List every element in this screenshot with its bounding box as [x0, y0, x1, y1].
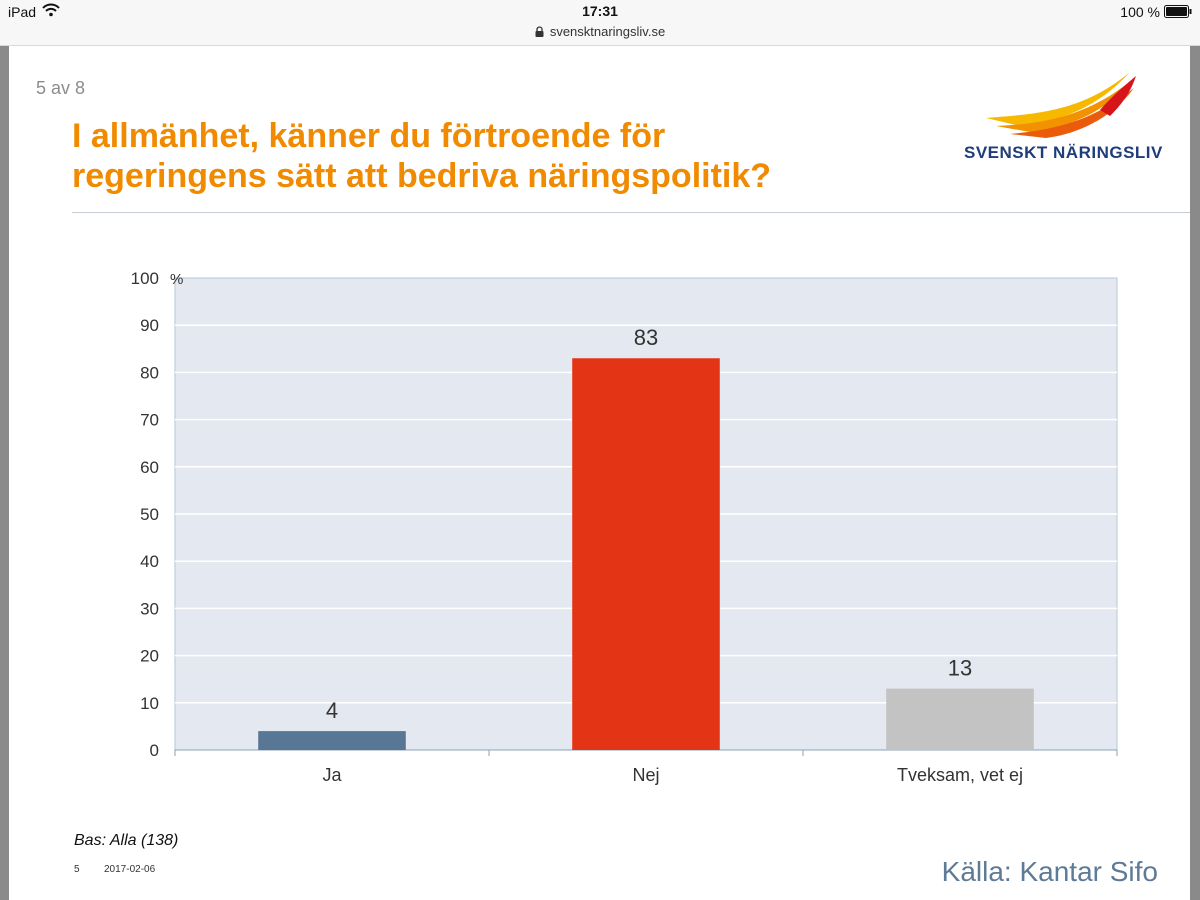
address-bar[interactable]: svensktnaringsliv.se — [0, 24, 1200, 40]
logo-text: SVENSKT NÄRINGSLIV — [964, 143, 1163, 162]
y-tick-label: 80 — [140, 363, 159, 382]
x-tick-label: Tveksam, vet ej — [897, 765, 1023, 785]
battery-icon — [1164, 5, 1192, 23]
battery-percentage: 100 % — [1120, 4, 1160, 20]
clock: 17:31 — [582, 3, 618, 19]
data-label: 83 — [634, 325, 658, 350]
slide-number: 5 — [74, 864, 80, 875]
x-tick-label: Nej — [632, 765, 659, 785]
title-divider — [72, 212, 1190, 213]
y-unit-label: % — [170, 271, 183, 288]
y-tick-label: 0 — [150, 741, 159, 760]
y-tick-label: 70 — [140, 411, 159, 430]
y-tick-label: 20 — [140, 647, 159, 666]
data-label: 4 — [326, 698, 338, 723]
lock-icon — [535, 25, 544, 40]
source-label: Källa: Kantar Sifo — [941, 856, 1158, 887]
y-tick-label: 60 — [140, 458, 159, 477]
logo-swoosh-icon — [986, 72, 1136, 138]
y-tick-label: 30 — [140, 599, 159, 618]
bar-chart: 0 10 20 30 40 50 60 70 80 90 100% 4 Ja 83 Nej 13 Tveksam… — [100, 260, 1130, 800]
viewer-frame-left — [0, 46, 9, 900]
y-tick-label: 10 — [140, 694, 159, 713]
slide-title: I allmänhet, känner du förtroende för re… — [72, 116, 922, 196]
wifi-icon — [42, 3, 60, 22]
page-counter: 5 av 8 — [36, 78, 86, 98]
title-line-1: I allmänhet, känner du förtroende för — [72, 117, 666, 155]
slide-date: 2017-02-06 — [104, 864, 156, 875]
bar-3 — [886, 688, 1034, 750]
y-tick-label: 100 — [131, 269, 159, 288]
y-tick-label: 40 — [140, 552, 159, 571]
chart-svg: 0 10 20 30 40 50 60 70 80 90 100 % 4 Ja 83 Nej 13 Tveksam… — [131, 269, 1118, 785]
svenskt-naringsliv-logo: SVENSKT NÄRINGSLIV — [960, 66, 1163, 166]
bar-1 — [258, 731, 406, 750]
bar-2 — [572, 358, 720, 750]
viewer-frame-right — [1190, 46, 1200, 900]
base-footnote: Bas: Alla (138) — [74, 832, 179, 849]
status-bar: iPad 17:31 100 % svensktnaringsliv.se — [0, 0, 1200, 46]
device-name: iPad — [8, 4, 37, 20]
y-tick-label: 90 — [140, 316, 159, 335]
data-label: 13 — [948, 656, 972, 681]
title-line-2: regeringens sätt att bedriva näringspoli… — [72, 157, 772, 195]
y-tick-label: 50 — [140, 505, 159, 524]
x-tick-label: Ja — [322, 765, 342, 785]
url-text: svensktnaringsliv.se — [549, 24, 666, 39]
